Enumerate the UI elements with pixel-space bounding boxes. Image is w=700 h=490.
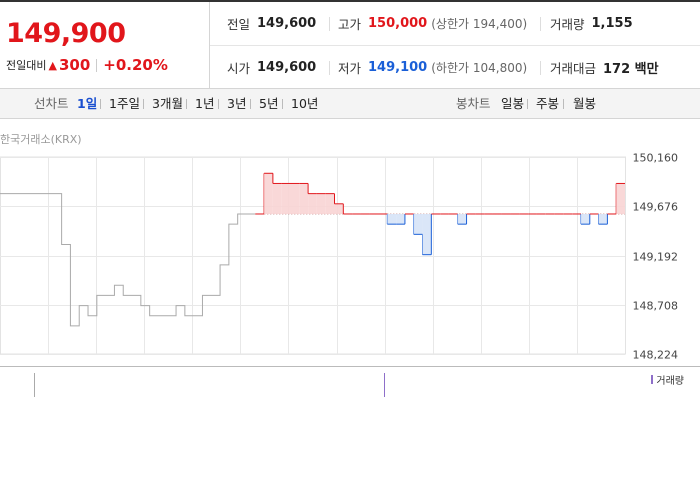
open-value: 149,600 bbox=[257, 60, 317, 75]
area-fill-up bbox=[325, 193, 335, 214]
prev-close-cell: 전일 149,600 bbox=[227, 2, 316, 45]
area-fill-down bbox=[413, 213, 423, 235]
low-cell: 저가 149,100 (하한가 104,800) bbox=[338, 46, 527, 89]
price-box: 149,900 전일대비 ▲ 300 +0.20% bbox=[0, 2, 210, 89]
tab-daily[interactable]: 일봉 bbox=[501, 96, 525, 111]
divider bbox=[143, 99, 144, 109]
turnover-label: 거래대금 bbox=[550, 61, 597, 76]
low-value: 149,100 bbox=[368, 60, 428, 75]
turnover-value: 172 백만 bbox=[603, 62, 659, 77]
lower-limit: (하한가 104,800) bbox=[431, 61, 528, 75]
area-fill-down bbox=[396, 213, 405, 225]
area-fill-down bbox=[598, 213, 608, 225]
y-tick-label: 148,224 bbox=[633, 349, 679, 362]
divider bbox=[186, 99, 187, 109]
open-label: 시가 bbox=[227, 61, 251, 76]
tab-monthly[interactable]: 월봉 bbox=[573, 96, 597, 111]
tab-weekly[interactable]: 주봉 bbox=[536, 96, 560, 111]
divider bbox=[540, 61, 541, 75]
quote-header: 149,900 전일대비 ▲ 300 +0.20% 전일 149,600 고가 … bbox=[0, 0, 700, 89]
prev-close-value: 149,600 bbox=[257, 16, 317, 31]
divider bbox=[96, 58, 98, 72]
divider bbox=[218, 99, 219, 109]
area-fill-down bbox=[580, 213, 590, 225]
change-label: 전일대비 bbox=[6, 59, 47, 72]
upper-limit: (상한가 194,400) bbox=[431, 17, 528, 31]
exchange-label: 한국거래소(KRX) bbox=[0, 133, 82, 146]
volume-cell: 거래량 1,155 bbox=[550, 2, 633, 45]
divider bbox=[563, 99, 564, 109]
volume-value: 1,155 bbox=[591, 16, 633, 31]
divider bbox=[250, 99, 251, 109]
plot-frame bbox=[0, 156, 626, 355]
volume-panel bbox=[0, 366, 700, 397]
tab-10y[interactable]: 10년 bbox=[291, 96, 319, 111]
volume-label: 거래량 bbox=[550, 17, 585, 32]
divider bbox=[527, 99, 528, 109]
stats-table: 전일 149,600 고가 150,000 (상한가 194,400) 거래량 … bbox=[210, 2, 700, 89]
y-tick-label: 149,676 bbox=[633, 201, 679, 214]
turnover-cell: 거래대금 172 백만 bbox=[550, 46, 659, 89]
tab-1y[interactable]: 1년 bbox=[195, 96, 215, 111]
stats-row-2: 시가 149,600 저가 149,100 (하한가 104,800) 거래대금… bbox=[210, 46, 700, 89]
volume-legend-label: 거래량 bbox=[656, 376, 684, 387]
volume-legend-swatch bbox=[651, 375, 654, 384]
pre-market-line bbox=[0, 193, 256, 327]
current-price: 149,900 bbox=[6, 18, 126, 49]
area-fill-up bbox=[299, 183, 309, 214]
area-fill-up bbox=[272, 183, 282, 214]
tab-1d[interactable]: 1일 bbox=[77, 96, 98, 111]
area-fill-up bbox=[616, 183, 625, 214]
divider bbox=[282, 99, 283, 109]
stats-row-1: 전일 149,600 고가 150,000 (상한가 194,400) 거래량 … bbox=[210, 2, 700, 46]
price-chart: 150,160 149,676 149,192 148,708 148,224 bbox=[0, 119, 700, 369]
y-tick-label: 150,160 bbox=[633, 152, 679, 165]
area-fill-up bbox=[264, 173, 273, 214]
change-summary: 전일대비 ▲ 300 +0.20% bbox=[6, 56, 168, 74]
line-chart-label: 선차트 bbox=[34, 96, 69, 111]
prev-close-label: 전일 bbox=[227, 17, 251, 32]
high-value: 150,000 bbox=[368, 16, 428, 31]
low-label: 저가 bbox=[338, 61, 362, 76]
chart-tab-bar: 선차트 1일 1주일 3개월 1년 3년 5년 10년 봉차트 일봉 주봉 월봉 bbox=[0, 89, 700, 119]
volume-svg bbox=[34, 373, 385, 397]
volume-legend: 거래량 bbox=[651, 372, 684, 387]
high-label: 고가 bbox=[338, 17, 362, 32]
divider bbox=[540, 17, 541, 31]
area-fill-down bbox=[422, 213, 432, 255]
area-fill-up bbox=[308, 193, 317, 214]
open-cell: 시가 149,600 bbox=[227, 46, 316, 89]
tab-5y[interactable]: 5년 bbox=[259, 96, 279, 111]
change-percent: +0.20% bbox=[103, 56, 168, 74]
tab-1w[interactable]: 1주일 bbox=[109, 96, 140, 111]
change-amount: 300 bbox=[58, 56, 91, 74]
price-chart-svg: 150,160 149,676 149,192 148,708 148,224 bbox=[0, 152, 679, 362]
area-fill-up bbox=[334, 203, 344, 214]
area-fill-down bbox=[457, 213, 467, 225]
area-fill-up bbox=[290, 183, 300, 214]
area-fill-up bbox=[281, 183, 291, 214]
divider bbox=[329, 61, 330, 75]
area-fill-down bbox=[387, 213, 397, 225]
y-tick-label: 149,192 bbox=[633, 251, 679, 264]
divider bbox=[100, 99, 101, 109]
tab-3m[interactable]: 3개월 bbox=[152, 96, 183, 111]
up-triangle-icon: ▲ bbox=[48, 58, 57, 72]
y-tick-label: 148,708 bbox=[633, 300, 679, 313]
high-cell: 고가 150,000 (상한가 194,400) bbox=[338, 2, 527, 45]
divider bbox=[329, 17, 330, 31]
tab-3y[interactable]: 3년 bbox=[227, 96, 247, 111]
area-fill-up bbox=[316, 193, 326, 214]
candle-chart-label: 봉차트 bbox=[456, 96, 491, 111]
